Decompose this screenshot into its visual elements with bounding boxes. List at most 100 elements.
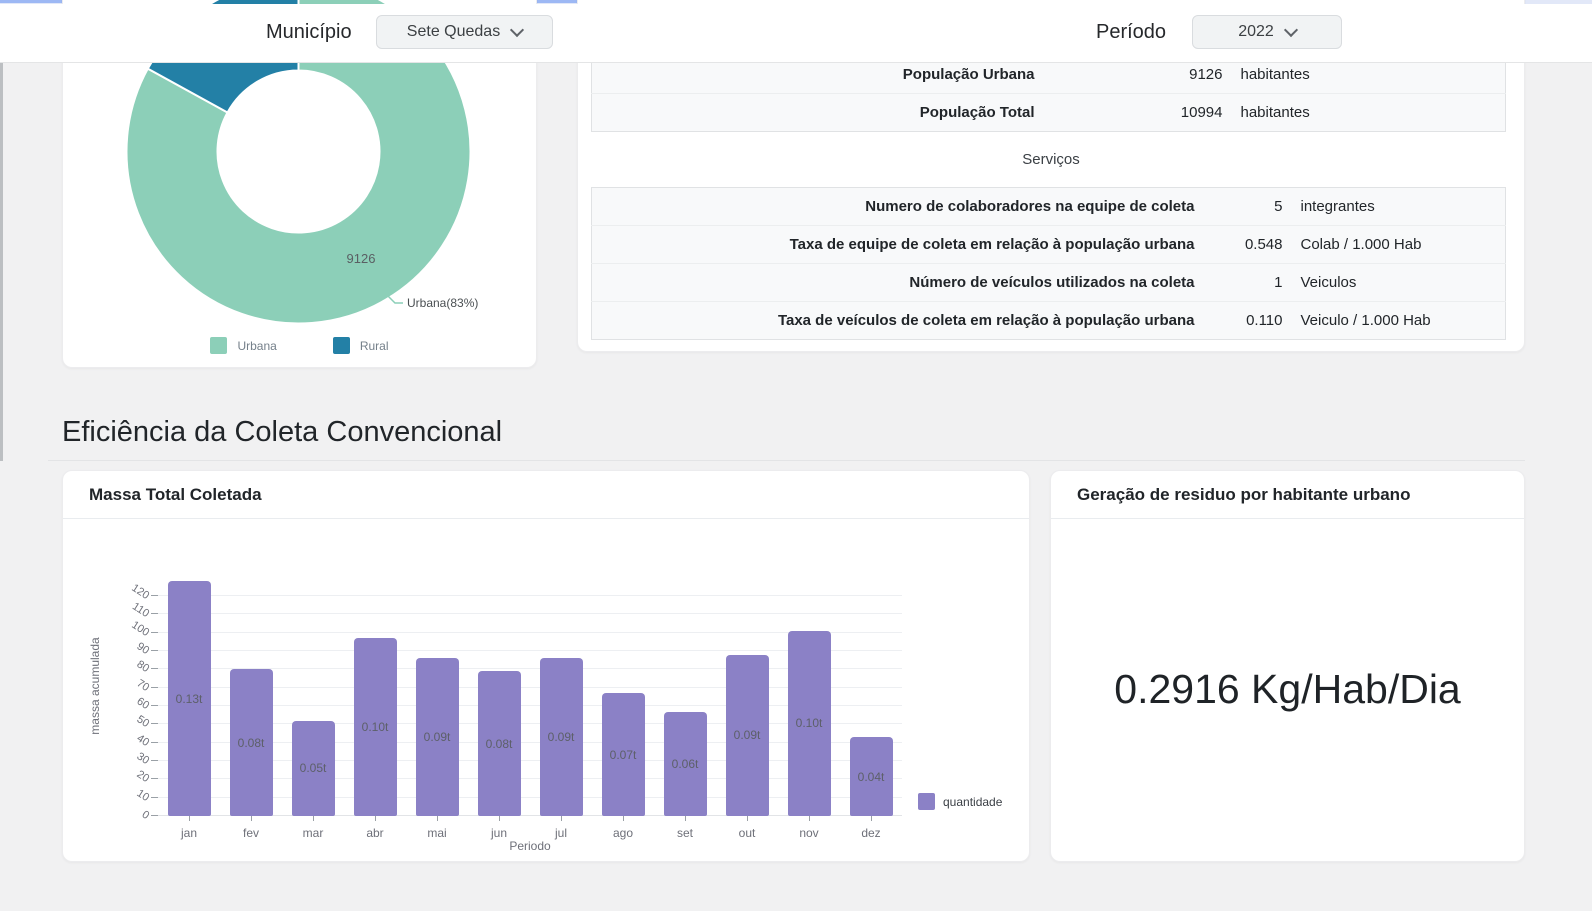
x-tick-label-set: set xyxy=(654,826,716,840)
bar-jul[interactable]: 0.09t xyxy=(540,658,583,816)
x-tick-label-jul: jul xyxy=(530,826,592,840)
donut-legend-item-urbana[interactable]: Urbana xyxy=(210,337,276,354)
bar-xaxis-name: Periodo xyxy=(158,839,902,853)
y-tick xyxy=(151,687,158,688)
gridline xyxy=(158,613,902,614)
bar-mar[interactable]: 0.05t xyxy=(292,721,335,816)
municipio-dropdown[interactable]: Sete Quedas xyxy=(376,15,553,49)
x-tick-label-jan: jan xyxy=(158,826,220,840)
bar-value-label: 0.08t xyxy=(238,736,265,750)
x-tick xyxy=(499,816,500,821)
y-tick xyxy=(151,632,158,633)
services-heading: Serviços xyxy=(578,151,1524,168)
bar-value-label: 0.09t xyxy=(734,728,761,742)
x-tick xyxy=(747,816,748,821)
y-tick xyxy=(151,650,158,651)
table-row: Numero de colaboradores na equipe de col… xyxy=(592,188,1506,226)
row-label: Numero de colaboradores na equipe de col… xyxy=(592,188,1207,226)
row-value: 1 xyxy=(1207,264,1287,302)
gridline xyxy=(158,595,902,596)
x-tick xyxy=(375,816,376,821)
x-tick xyxy=(251,816,252,821)
generation-card-title: Geração de residuo por habitante urbano xyxy=(1077,485,1410,505)
y-tick xyxy=(151,760,158,761)
row-label: Taxa de equipe de coleta em relação à po… xyxy=(592,226,1207,264)
bar-nov[interactable]: 0.10t xyxy=(788,631,831,816)
row-unit: integrantes xyxy=(1287,188,1506,226)
generation-card: Geração de residuo por habitante urbano … xyxy=(1050,470,1525,862)
municipio-dropdown-value: Sete Quedas xyxy=(407,23,500,41)
mass-card-title: Massa Total Coletada xyxy=(89,485,262,505)
x-tick-label-mar: mar xyxy=(282,826,344,840)
municipio-label: Município xyxy=(266,21,352,44)
y-tick xyxy=(151,797,158,798)
bar-legend-item[interactable]: quantidade xyxy=(918,793,1002,810)
table-row: População Total10994habitantes xyxy=(592,94,1506,132)
x-tick xyxy=(437,816,438,821)
pie-slice-value: 9126 xyxy=(347,251,376,266)
mass-collected-card: Massa Total Coletada massa acumulada 010… xyxy=(62,470,1030,862)
bar-out[interactable]: 0.09t xyxy=(726,655,769,816)
bar-value-label: 0.05t xyxy=(300,761,327,775)
filter-header: Município Sete Quedas Período 2022 xyxy=(0,4,1592,63)
bar-jan[interactable]: 0.13t xyxy=(168,581,211,816)
row-unit: Veiculo / 1.000 Hab xyxy=(1287,302,1506,340)
row-value: 0.110 xyxy=(1207,302,1287,340)
population-table: População Urbana9126habitantesPopulação … xyxy=(591,55,1506,132)
x-tick-label-out: out xyxy=(716,826,778,840)
bar-legend-swatch xyxy=(918,793,935,810)
periodo-dropdown-value: 2022 xyxy=(1238,23,1274,41)
y-tick xyxy=(151,778,158,779)
donut-legend-item-rural[interactable]: Rural xyxy=(333,337,389,354)
legend-label: Rural xyxy=(360,339,389,353)
row-value: 5 xyxy=(1207,188,1287,226)
legend-swatch xyxy=(333,337,350,354)
bar-mai[interactable]: 0.09t xyxy=(416,658,459,816)
services-table: Numero de colaboradores na equipe de col… xyxy=(591,187,1506,340)
periodo-label: Período xyxy=(1096,21,1166,44)
bar-value-label: 0.07t xyxy=(610,748,637,762)
bar-jun[interactable]: 0.08t xyxy=(478,671,521,816)
dashboard-page: { "header": { "municipio_label": "Municí… xyxy=(0,0,1592,911)
bar-legend-label: quantidade xyxy=(943,795,1002,809)
x-tick xyxy=(561,816,562,821)
pie-callout-label: Urbana(83%) xyxy=(407,296,478,310)
bar-value-label: 0.09t xyxy=(548,730,575,744)
y-tick xyxy=(151,723,158,724)
bar-value-label: 0.04t xyxy=(858,770,885,784)
generation-value: 0.2916 Kg/Hab/Dia xyxy=(1051,666,1524,713)
chevron-down-icon xyxy=(1284,23,1298,37)
periodo-dropdown[interactable]: 2022 xyxy=(1192,15,1342,49)
bar-yaxis-name: massa acumulada xyxy=(88,626,102,746)
bar-dez[interactable]: 0.04t xyxy=(850,737,893,816)
left-scrollbar-remnant[interactable] xyxy=(0,63,3,461)
row-unit: Veiculos xyxy=(1287,264,1506,302)
legend-label: Urbana xyxy=(237,339,276,353)
row-label: Taxa de veículos de coleta em relação à … xyxy=(592,302,1207,340)
section-divider xyxy=(48,460,1525,461)
bar-ago[interactable]: 0.07t xyxy=(602,693,645,816)
bar-value-label: 0.13t xyxy=(176,692,203,706)
row-label: Número de veículos utilizados na coleta xyxy=(592,264,1207,302)
bar-value-label: 0.10t xyxy=(362,720,389,734)
bar-fev[interactable]: 0.08t xyxy=(230,669,273,816)
x-tick xyxy=(313,816,314,821)
bar-value-label: 0.08t xyxy=(486,737,513,751)
row-unit: Colab / 1.000 Hab xyxy=(1287,226,1506,264)
mass-card-header: Massa Total Coletada xyxy=(63,471,1029,519)
table-row: Número de veículos utilizados na coleta1… xyxy=(592,264,1506,302)
section-title: Eficiência da Coleta Convencional xyxy=(62,416,502,449)
donut-legend: Urbana Rural xyxy=(63,337,536,354)
bar-value-label: 0.10t xyxy=(796,716,823,730)
bar-set[interactable]: 0.06t xyxy=(664,712,707,817)
chevron-down-icon xyxy=(510,23,524,37)
x-tick xyxy=(685,816,686,821)
y-tick xyxy=(151,742,158,743)
legend-swatch xyxy=(210,337,227,354)
y-tick xyxy=(151,668,158,669)
row-value: 10994 xyxy=(1047,94,1227,132)
bar-abr[interactable]: 0.10t xyxy=(354,638,397,816)
x-tick xyxy=(623,816,624,821)
x-tick xyxy=(871,816,872,821)
y-tick xyxy=(151,595,158,596)
